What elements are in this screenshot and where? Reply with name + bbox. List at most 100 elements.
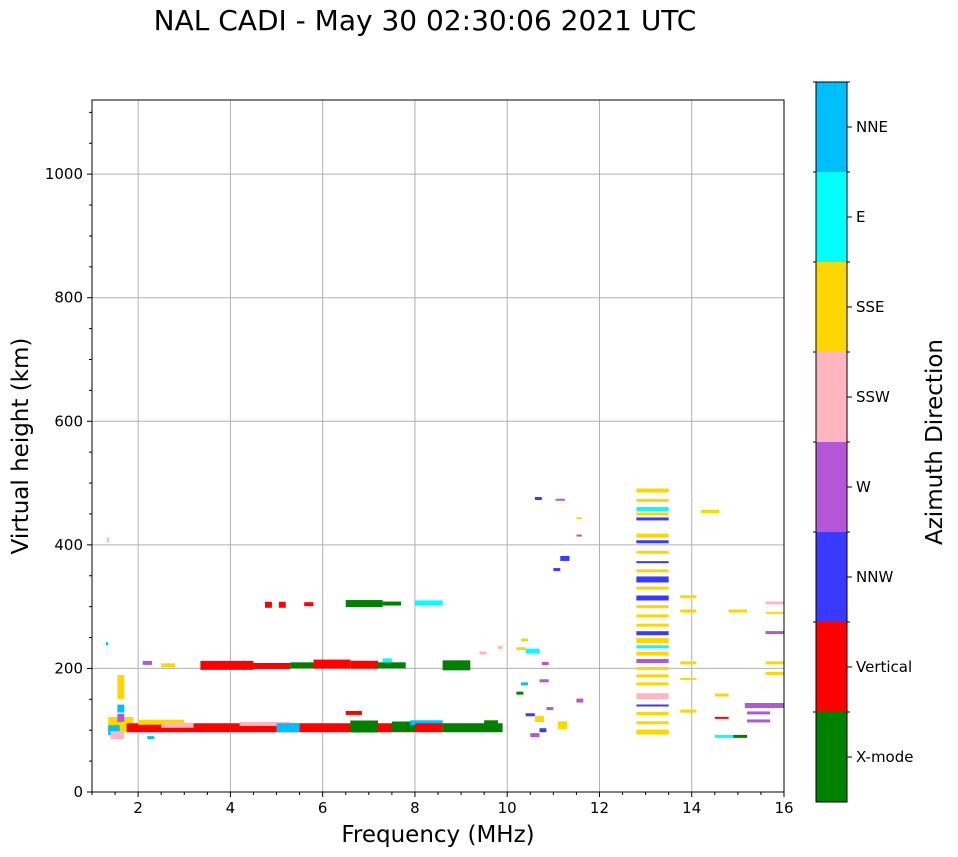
echo-segment <box>530 733 540 738</box>
echo-segment <box>142 660 152 665</box>
echo-segment <box>560 555 570 561</box>
echo-segment <box>680 709 697 713</box>
echo-segment <box>105 642 109 646</box>
colorbar-tick-label: W <box>856 478 871 496</box>
echo-segment <box>521 638 528 642</box>
colorbar-swatch <box>816 352 847 442</box>
chart-title: NAL CADI - May 30 02:30:06 2021 UTC <box>153 4 697 37</box>
echo-segment <box>636 561 669 564</box>
echo-segment <box>313 659 351 669</box>
echo-segment <box>714 716 729 719</box>
echo-segment <box>636 693 669 700</box>
echo-segment <box>276 723 300 733</box>
echo-segment <box>714 734 734 738</box>
echo-segment <box>414 600 443 606</box>
echo-segment <box>636 704 669 707</box>
colorbar: X-mode Vertical NNW W SSW SSE E NNE <box>813 81 913 803</box>
echo-segment <box>497 645 503 649</box>
echo-segment <box>636 682 669 686</box>
y-tick-label: 200 <box>54 659 83 677</box>
echo-segment <box>200 660 254 670</box>
colorbar-frame <box>815 81 848 803</box>
echo-segment <box>555 498 565 501</box>
y-axis: 0 200 400 600 800 1000 <box>45 111 92 801</box>
echo-segment <box>539 728 547 733</box>
echo-segment <box>539 679 549 683</box>
echo-segment <box>516 691 524 695</box>
echo-segment <box>747 711 771 715</box>
echo-segment <box>106 537 110 543</box>
x-axis-label: Frequency (MHz) <box>341 822 534 848</box>
echo-segment <box>147 736 155 740</box>
y-tick-label: 800 <box>54 289 83 307</box>
echo-segment <box>304 602 314 607</box>
echo-segment <box>516 647 526 651</box>
echo-segment <box>636 614 669 618</box>
echo-segment <box>636 631 669 636</box>
colorbar-swatch <box>816 172 847 262</box>
echo-segment <box>345 600 383 608</box>
echo-segment <box>442 723 503 733</box>
echo-segment <box>636 605 669 609</box>
echo-segment <box>636 533 669 538</box>
y-axis-label: Virtual height (km) <box>8 338 34 555</box>
echo-segment <box>636 651 669 656</box>
x-tick-label: 16 <box>774 799 793 817</box>
echo-segment <box>265 601 272 608</box>
colorbar-tick-label: NNE <box>856 118 888 136</box>
echo-segment <box>410 720 443 726</box>
echo-segment <box>546 707 554 711</box>
echo-segment <box>765 671 784 675</box>
echo-segment <box>636 507 669 512</box>
colorbar-swatch <box>816 532 847 622</box>
colorbar-tick-label: SSE <box>856 298 885 316</box>
echo-segment <box>117 713 125 722</box>
echo-segment <box>636 576 669 583</box>
echo-segment <box>636 569 669 573</box>
echo-segment <box>378 662 406 669</box>
echo-segment <box>765 661 784 665</box>
echo-segment <box>534 497 542 501</box>
echo-segment <box>525 648 540 654</box>
echo-segment <box>534 716 545 723</box>
echo-segment <box>636 595 669 601</box>
echo-segment <box>636 659 669 664</box>
echo-segment <box>290 662 314 669</box>
x-tick-label: 4 <box>226 799 236 817</box>
echo-segment <box>636 674 669 678</box>
x-tick-label: 10 <box>498 799 517 817</box>
colorbar-tick-label: NNW <box>856 568 893 586</box>
echo-segment <box>161 663 176 668</box>
echo-segment <box>382 658 392 663</box>
colorbar-tick-label: Vertical <box>856 658 912 676</box>
echo-segment <box>636 488 669 493</box>
colorbar-tick-label: SSW <box>856 388 890 406</box>
echo-segment <box>278 601 286 608</box>
echo-segment <box>714 693 729 697</box>
colorbar-swatch <box>816 262 847 352</box>
echo-segment <box>636 666 669 670</box>
echo-segment <box>108 725 120 736</box>
echo-segment <box>765 631 784 635</box>
echo-segment <box>636 512 669 516</box>
echo-segment <box>636 498 669 502</box>
echo-segment <box>484 720 498 726</box>
echo-segment <box>442 660 471 671</box>
colorbar-swatch <box>816 82 847 172</box>
grid-lines <box>92 100 785 793</box>
echo-segment <box>744 703 784 708</box>
echo-segment <box>239 722 291 727</box>
echo-segment <box>636 586 669 590</box>
echo-traces <box>105 488 784 740</box>
colorbar-label: Azimuth Direction <box>922 339 948 545</box>
echo-segment <box>138 719 185 725</box>
x-tick-label: 6 <box>318 799 328 817</box>
echo-segment <box>680 677 697 680</box>
echo-segment <box>110 731 125 740</box>
x-tick-label: 8 <box>410 799 420 817</box>
echo-segment <box>350 660 379 669</box>
echo-segment <box>636 712 669 716</box>
echo-segment <box>636 638 669 644</box>
echo-segment <box>636 645 669 649</box>
